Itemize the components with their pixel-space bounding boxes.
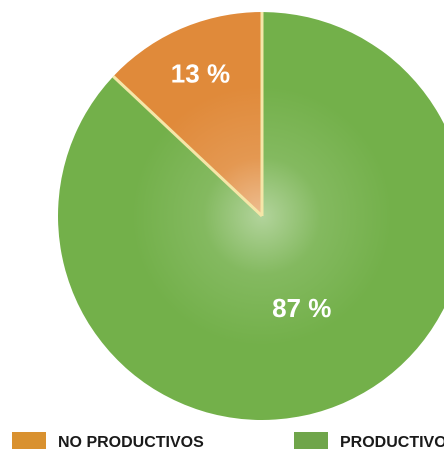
data-label-no-productivos: 13 % [171,59,230,89]
legend-swatch-no-productivos [12,432,46,449]
legend-label-no-productivos: NO PRODUCTIVOS [58,434,204,451]
data-label-productivos: 87 % [272,293,331,323]
legend: NO PRODUCTIVOS PRODUCTIVOS [12,432,444,451]
pie-labels: 13 % 87 % [171,59,332,323]
pie-separator [112,75,264,218]
legend-swatch-productivos [294,432,328,449]
legend-label-productivos: PRODUCTIVOS [340,434,444,451]
pie-separators [112,12,264,218]
